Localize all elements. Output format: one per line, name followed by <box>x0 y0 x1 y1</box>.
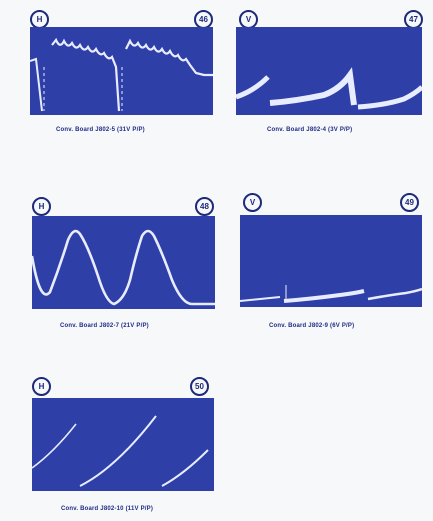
panel-caption: Conv. Board J802-7 (21V P/P) <box>60 323 149 329</box>
figure-number-badge: 48 <box>195 197 214 216</box>
channel-badge-left: H <box>32 377 51 396</box>
channel-badge-left: V <box>243 193 262 212</box>
waveform-trace <box>32 415 209 487</box>
waveform-trace <box>32 229 215 306</box>
oscilloscope-screen <box>236 27 422 115</box>
figure-number-badge: 46 <box>194 10 213 29</box>
oscilloscope-screen <box>32 216 215 309</box>
figure-number-badge: 49 <box>400 193 419 212</box>
panel-caption: Conv. Board J802-5 (31V P/P) <box>56 127 145 133</box>
figure-number-badge: 50 <box>190 377 209 396</box>
panel-caption: Conv. Board J802-10 (11V P/P) <box>61 506 154 512</box>
channel-badge-left: H <box>32 197 51 216</box>
waveform-trace <box>236 67 422 110</box>
waveform-trace <box>240 285 422 303</box>
oscilloscope-screen <box>32 398 214 491</box>
panel-caption: Conv. Board J802-9 (6V P/P) <box>269 323 355 329</box>
oscilloscope-screen <box>240 215 422 307</box>
oscilloscope-screen <box>30 27 213 115</box>
waveform-trace <box>30 37 213 112</box>
panel-caption: Conv. Board J802-4 (3V P/P) <box>267 127 353 133</box>
